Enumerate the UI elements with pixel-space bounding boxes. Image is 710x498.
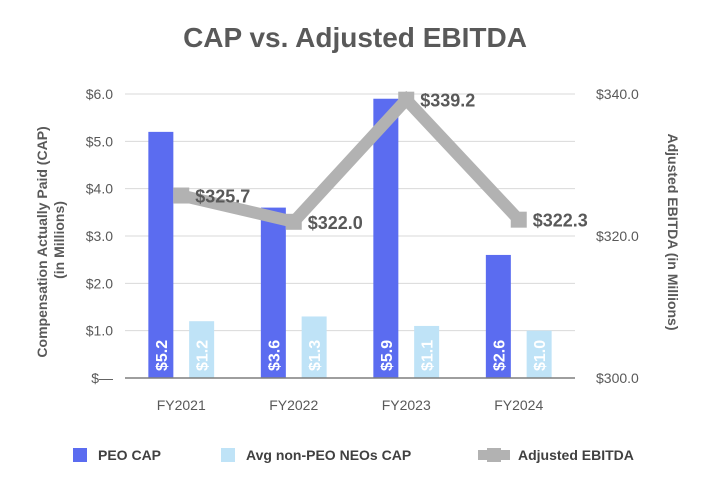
- legend-swatch: [221, 448, 235, 462]
- right-axis-ticks: $300.0 $320.0 $340.0: [596, 86, 639, 386]
- bar: [189, 321, 215, 378]
- bar-data-label: $1.2: [195, 340, 212, 371]
- bar-data-label: $2.6: [491, 340, 508, 371]
- ebitda-line-path: [179, 90, 524, 229]
- x-tick-label: FY2022: [269, 397, 318, 413]
- bar: [414, 325, 440, 378]
- y-tick-label: $5.0: [86, 133, 113, 149]
- y-tick-label: $—: [91, 370, 113, 386]
- y-tick-label: $6.0: [86, 86, 113, 102]
- right-axis-title: Adjusted EBITDA (in Millions): [665, 133, 681, 330]
- bar: [301, 316, 327, 378]
- bar: [526, 330, 552, 378]
- legend: PEO CAP Avg non-PEO NEOs CAP Adjusted EBIT…: [73, 447, 634, 463]
- x-tick-label: FY2023: [382, 397, 431, 413]
- bar-data-label: $1.0: [532, 340, 549, 371]
- y-tick-label: $4.0: [86, 181, 113, 197]
- legend-label: Avg non-PEO NEOs CAP: [246, 447, 411, 463]
- bar-data-label: $1.3: [307, 340, 324, 371]
- bar: [485, 254, 511, 378]
- left-axis-title-line2: (in Millions): [51, 201, 67, 279]
- x-tick-label: FY2024: [494, 397, 543, 413]
- bar: [260, 207, 286, 378]
- bar: [373, 98, 399, 378]
- y-tick-label: $3.0: [86, 228, 113, 244]
- x-axis-ticks: FY2021 FY2022 FY2023 FY2024: [157, 397, 544, 413]
- y2-tick-label: $320.0: [596, 228, 639, 244]
- ebitda-point: [510, 211, 527, 228]
- ebitda-data-label: $322.0: [308, 213, 363, 233]
- left-axis-title: Compensation Actually Paid (CAP) (in Mil…: [34, 122, 67, 357]
- ebitda-point: [285, 213, 302, 230]
- y2-tick-label: $340.0: [596, 86, 639, 102]
- legend-label: PEO CAP: [98, 447, 161, 463]
- x-tick-label: FY2021: [157, 397, 206, 413]
- ebitda-data-label: $325.7: [195, 187, 250, 207]
- bar-data-label: $3.6: [266, 340, 283, 371]
- bar-data-label: $5.2: [154, 340, 171, 371]
- chart-title: CAP vs. Adjusted EBITDA: [183, 22, 527, 53]
- y2-tick-label: $300.0: [596, 370, 639, 386]
- bar: [148, 131, 174, 378]
- ebitda-point: [173, 187, 190, 204]
- bar-data-label: $5.9: [379, 340, 396, 371]
- left-axis-ticks: $— $1.0 $2.0 $3.0 $4.0 $5.0 $6.0: [86, 86, 113, 386]
- y-tick-label: $2.0: [86, 275, 113, 291]
- ebitda-line: $325.7 $322.0 $339.2 $322.3: [173, 91, 588, 233]
- legend-swatch: [73, 448, 87, 462]
- bar-data-label: $1.1: [420, 340, 437, 371]
- ebitda-data-label: $322.3: [533, 211, 588, 231]
- legend-label: Adjusted EBITDA: [518, 447, 634, 463]
- ebitda-data-label: $339.2: [420, 91, 475, 111]
- y-tick-label: $1.0: [86, 323, 113, 339]
- legend-marker: [487, 448, 501, 462]
- bars: $5.2 $3.6 $5.9 $2.6 $1.2 $1.3 $1.1 $1.0: [148, 98, 552, 378]
- left-axis-title-line1: Compensation Actually Paid (CAP): [34, 126, 50, 357]
- ebitda-point: [398, 91, 415, 108]
